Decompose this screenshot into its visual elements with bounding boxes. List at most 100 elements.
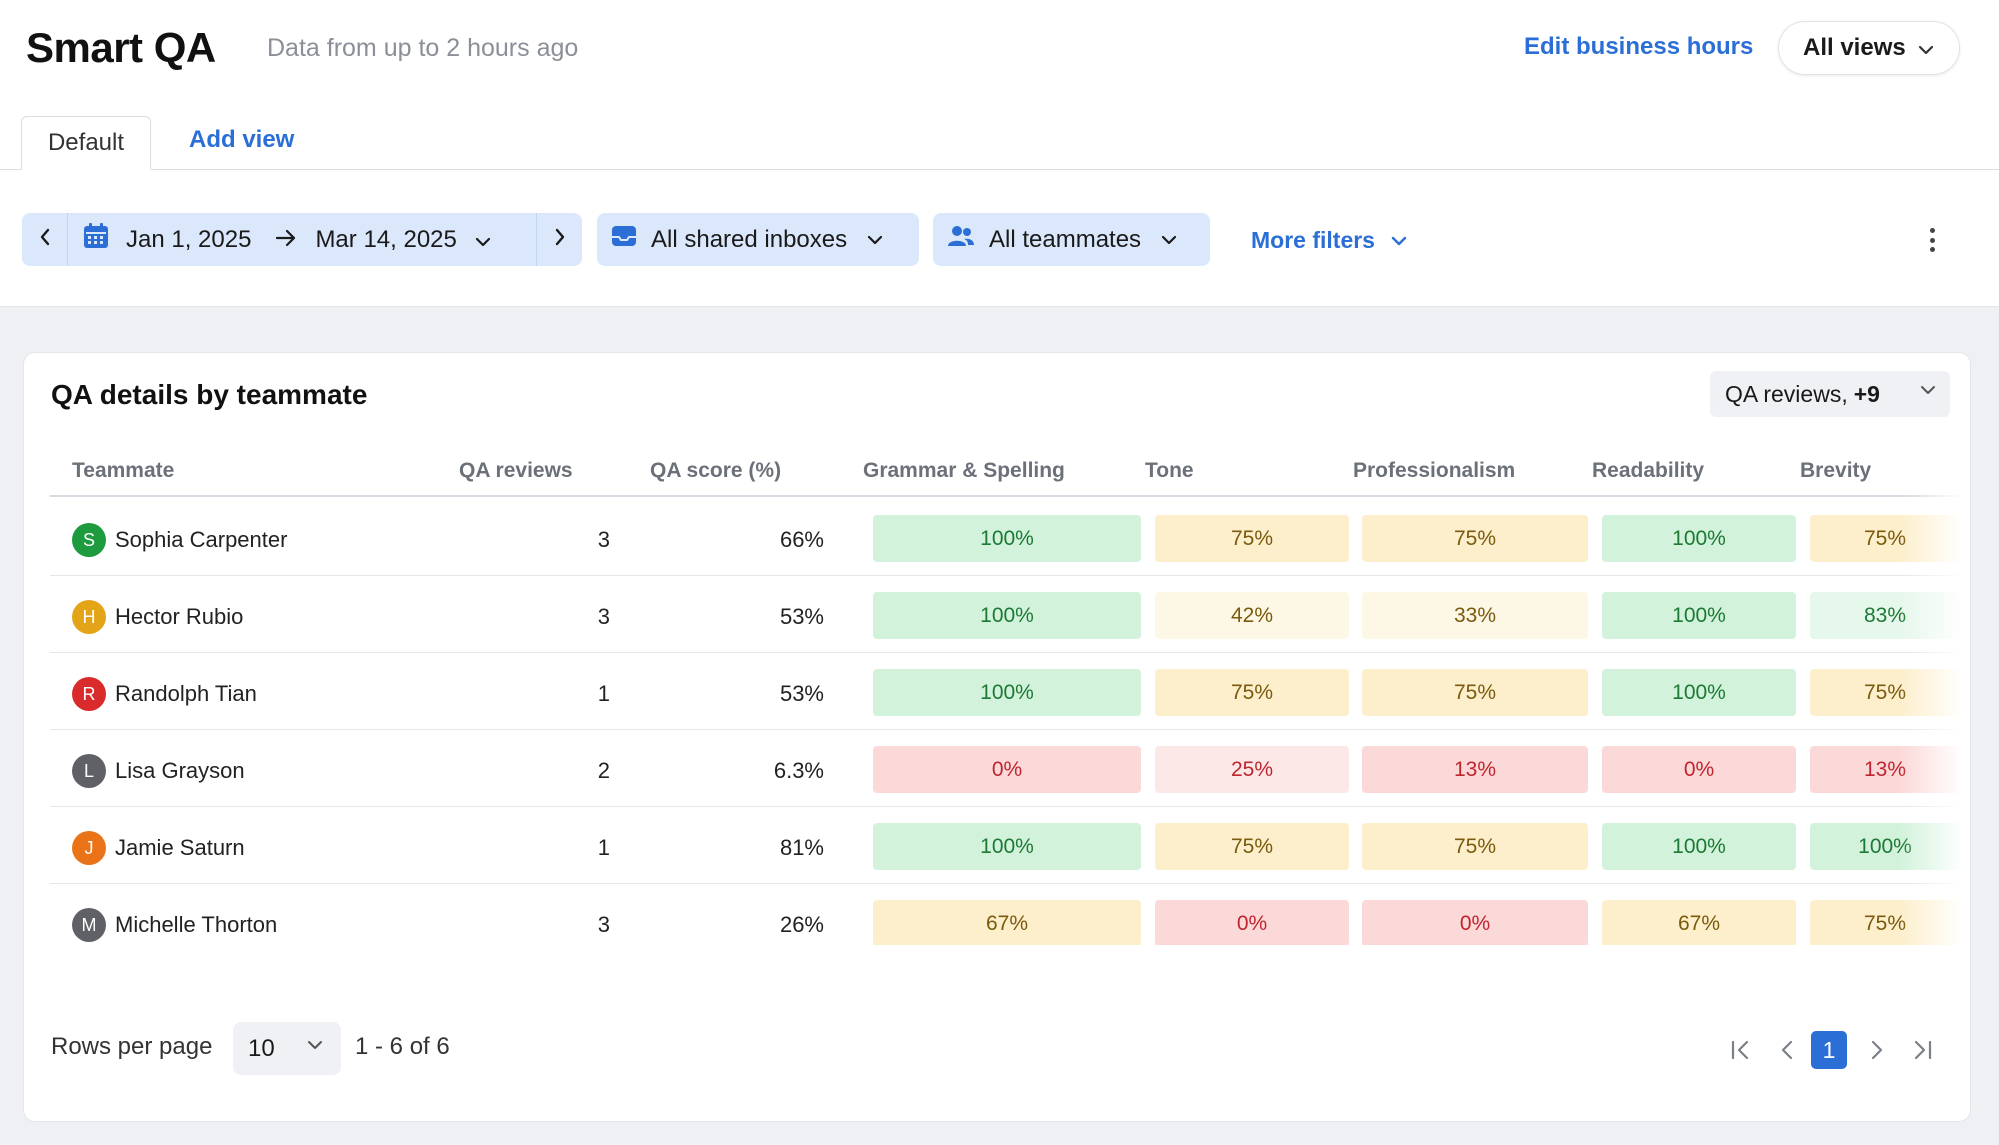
teammates-filter[interactable]: All teammates [933, 213, 1210, 266]
tab-default[interactable]: Default [21, 116, 151, 170]
table-row[interactable]: R Randolph Tian 1 53% 100% 75% 75% 100% 75% [50, 653, 1960, 730]
teammate-name: Sophia Carpenter [115, 527, 288, 552]
chevron-down-icon [1918, 34, 1934, 62]
readability-score-cell: 0% [1602, 746, 1796, 793]
more-options-icon[interactable] [1920, 222, 1944, 258]
arrow-right-icon [275, 226, 297, 254]
grammar-spelling-score-cell: 0% [873, 746, 1141, 793]
column-header-qa-reviews[interactable]: QA reviews [459, 459, 573, 482]
avatar: R [72, 677, 106, 711]
views-dropdown[interactable]: All views [1778, 21, 1960, 75]
card-title: QA details by teammate [51, 379, 368, 410]
professionalism-score-cell: 75% [1362, 669, 1588, 716]
table-header: Teammate QA reviews QA score (%) Grammar… [50, 445, 1960, 497]
professionalism-score-cell: 13% [1362, 746, 1588, 793]
table-row[interactable]: S Sophia Carpenter 3 66% 100% 75% 75% 100% 75% [50, 499, 1960, 576]
chevron-left-icon [39, 228, 51, 251]
tone-score-cell: 42% [1155, 592, 1349, 639]
brevity-score-cell: 13% [1810, 746, 1960, 793]
avatar: H [72, 600, 106, 634]
readability-score-cell: 67% [1602, 900, 1796, 945]
qa-score-cell: 26% [779, 912, 824, 937]
pagination-range: 1 - 6 of 6 [355, 1033, 450, 1060]
chevron-down-icon [867, 235, 883, 245]
previous-period-button[interactable] [22, 213, 68, 266]
current-page-button[interactable]: 1 [1811, 1031, 1847, 1069]
grammar-spelling-score-cell: 100% [873, 669, 1141, 716]
column-header-tone[interactable]: Tone [1145, 459, 1194, 482]
chevron-down-icon [1161, 235, 1177, 245]
date-range-picker[interactable]: Jan 1, 2025 Mar 14, 2025 [68, 213, 536, 266]
chevron-down-icon [1920, 385, 1936, 395]
date-start: Jan 1, 2025 [126, 225, 252, 253]
professionalism-score-cell: 75% [1362, 515, 1588, 562]
table-row[interactable]: J Jamie Saturn 1 81% 100% 75% 75% 100% 100% [50, 807, 1960, 884]
readability-score-cell: 100% [1602, 669, 1796, 716]
qa-details-card: QA details by teammate QA reviews, +9 Te… [23, 352, 1971, 1122]
edit-business-hours-link[interactable]: Edit business hours [1524, 33, 1754, 60]
qa-score-cell: 81% [779, 835, 824, 860]
rows-per-page-value: 10 [248, 1034, 275, 1062]
qa-score-cell: 53% [779, 681, 824, 706]
column-header-grammar-spelling[interactable]: Grammar & Spelling [863, 459, 1065, 482]
inboxes-filter-label: All shared inboxes [651, 225, 848, 253]
professionalism-score-cell: 0% [1362, 900, 1588, 945]
qa-score-cell: 66% [779, 527, 824, 552]
qa-reviews-cell: 3 [597, 527, 610, 552]
teammate-name: Michelle Thorton [115, 912, 278, 937]
tone-score-cell: 75% [1155, 823, 1349, 870]
professionalism-score-cell: 75% [1362, 823, 1588, 870]
qa-reviews-cell: 1 [597, 681, 610, 706]
qa-score-cell: 53% [779, 604, 824, 629]
next-page-icon[interactable] [1860, 1030, 1894, 1070]
tabs-divider [0, 169, 1999, 170]
teammate-name: Randolph Tian [115, 681, 257, 706]
grammar-spelling-score-cell: 100% [873, 823, 1141, 870]
rows-per-page-select[interactable]: 10 [233, 1022, 341, 1075]
column-header-qa-score[interactable]: QA score (%) [650, 459, 782, 482]
brevity-score-cell: 75% [1810, 515, 1960, 562]
first-page-icon[interactable] [1724, 1030, 1758, 1070]
grammar-spelling-score-cell: 100% [873, 515, 1141, 562]
chevron-right-icon [554, 228, 566, 251]
date-range-filter: Jan 1, 2025 Mar 14, 2025 [22, 213, 582, 266]
avatar: J [72, 831, 106, 865]
tone-score-cell: 0% [1155, 900, 1349, 945]
metrics-columns-dropdown[interactable]: QA reviews, +9 [1710, 371, 1950, 417]
readability-score-cell: 100% [1602, 823, 1796, 870]
tab-add-view[interactable]: Add view [189, 126, 295, 153]
more-filters-button[interactable]: More filters [1251, 227, 1407, 254]
teammates-filter-label: All teammates [989, 225, 1142, 253]
page-title: Smart QA [26, 24, 216, 71]
table-row[interactable]: L Lisa Grayson 2 6.3% 0% 25% 13% 0% 13% [50, 730, 1960, 807]
next-period-button[interactable] [536, 213, 582, 266]
table-row[interactable]: M Michelle Thorton 3 26% 67% 0% 0% 67% 75% [50, 884, 1960, 945]
table-row[interactable]: H Hector Rubio 3 53% 100% 42% 33% 100% 83% [50, 576, 1960, 653]
brevity-score-cell: 75% [1810, 669, 1960, 716]
column-header-readability[interactable]: Readability [1592, 459, 1705, 482]
page-header: Smart QA Data from up to 2 hours ago Edi… [0, 0, 1999, 307]
qa-table: Teammate QA reviews QA score (%) Grammar… [50, 445, 1960, 945]
calendar-icon [82, 222, 110, 257]
last-page-icon[interactable] [1905, 1030, 1939, 1070]
readability-score-cell: 100% [1602, 515, 1796, 562]
grammar-spelling-score-cell: 67% [873, 900, 1141, 945]
brevity-score-cell: 83% [1810, 592, 1960, 639]
professionalism-score-cell: 33% [1362, 592, 1588, 639]
brevity-score-cell: 100% [1810, 823, 1960, 870]
column-header-brevity[interactable]: Brevity [1800, 459, 1872, 482]
previous-page-icon[interactable] [1770, 1030, 1804, 1070]
teammate-name: Jamie Saturn [115, 835, 245, 860]
date-end: Mar 14, 2025 [315, 225, 457, 253]
qa-reviews-cell: 3 [597, 912, 610, 937]
avatar: S [72, 523, 106, 557]
avatar: L [72, 754, 106, 788]
inbox-icon [611, 224, 637, 255]
metrics-dropdown-label: QA reviews, [1725, 380, 1848, 407]
teammate-name: Hector Rubio [115, 604, 244, 629]
qa-reviews-cell: 3 [597, 604, 610, 629]
column-header-professionalism[interactable]: Professionalism [1353, 459, 1516, 482]
inboxes-filter[interactable]: All shared inboxes [597, 213, 919, 266]
metrics-dropdown-more-count: +9 [1853, 380, 1880, 407]
column-header-teammate[interactable]: Teammate [72, 459, 175, 482]
